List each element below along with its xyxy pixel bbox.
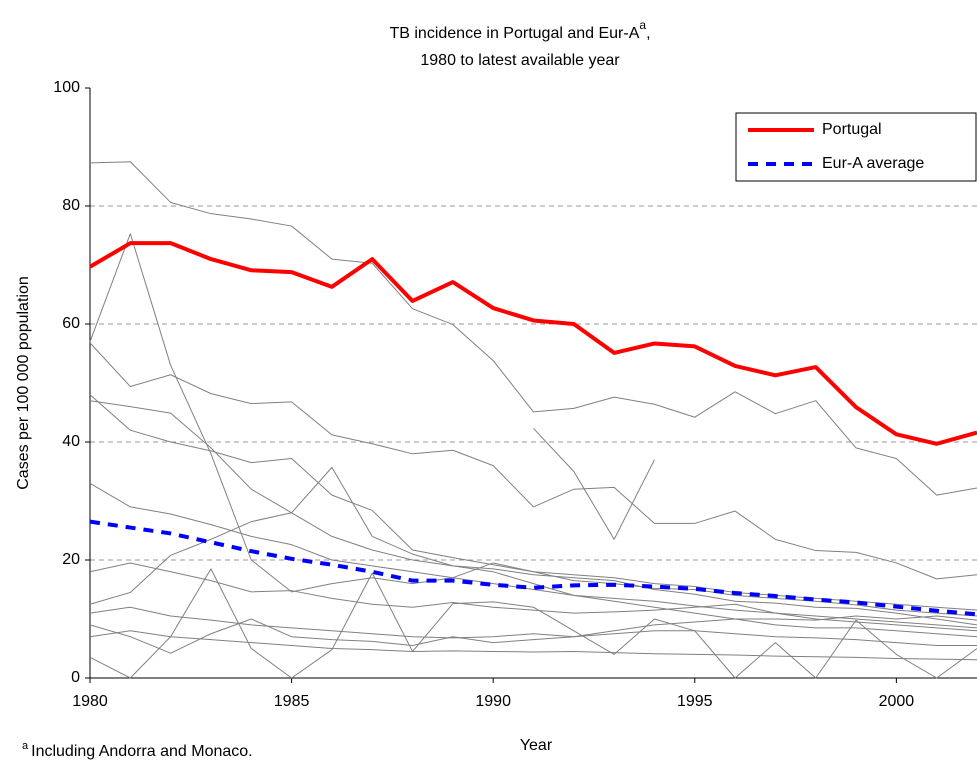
- chart-subtitle: 1980 to latest available year: [420, 52, 620, 69]
- series-line: [88, 241, 977, 446]
- x-tick-label: 1985: [274, 693, 310, 710]
- country-line: [89, 568, 977, 679]
- series-line: [89, 519, 977, 617]
- legend-label: Portugal: [822, 121, 882, 138]
- country-line: [89, 466, 977, 638]
- country-line: [89, 630, 977, 661]
- country-line: [89, 161, 977, 496]
- country-line: [89, 394, 977, 617]
- footnote: a Including Andorra and Monaco.: [22, 740, 253, 760]
- y-tick-label: 0: [71, 669, 80, 686]
- y-tick-label: 40: [62, 433, 80, 450]
- y-tick-label: 100: [53, 79, 80, 96]
- country-line: [89, 400, 977, 626]
- country-line: [89, 342, 977, 580]
- y-tick-label: 20: [62, 551, 80, 568]
- country-line: [89, 233, 977, 611]
- x-tick-label: 1995: [677, 693, 713, 710]
- legend-label: Eur-A average: [822, 155, 924, 172]
- footnote-text: Including Andorra and Monaco.: [31, 743, 252, 760]
- country-line: [89, 606, 977, 647]
- country-line: [89, 562, 977, 632]
- title-superscript: a: [639, 18, 646, 32]
- y-tick-label: 60: [62, 315, 80, 332]
- x-axis-label: Year: [520, 737, 553, 754]
- x-tick-label: 2000: [879, 693, 915, 710]
- title-suffix: ,: [646, 25, 650, 42]
- y-axis-label: Cases per 100 000 population: [15, 276, 32, 490]
- title-text: TB incidence in Portugal and Eur-A: [389, 25, 639, 42]
- legend-box: [735, 112, 977, 182]
- x-tick-label: 1980: [72, 693, 108, 710]
- y-tick-label: 80: [62, 197, 80, 214]
- country-line: [89, 615, 977, 654]
- x-tick-label: 1990: [475, 693, 511, 710]
- country-line: [89, 482, 977, 629]
- legend: Portugal Eur-A average: [735, 112, 977, 182]
- chart-title: TB incidence in Portugal and Eur-Aa,: [389, 18, 650, 42]
- country-line: [533, 428, 655, 540]
- footnote-marker: a: [22, 740, 29, 752]
